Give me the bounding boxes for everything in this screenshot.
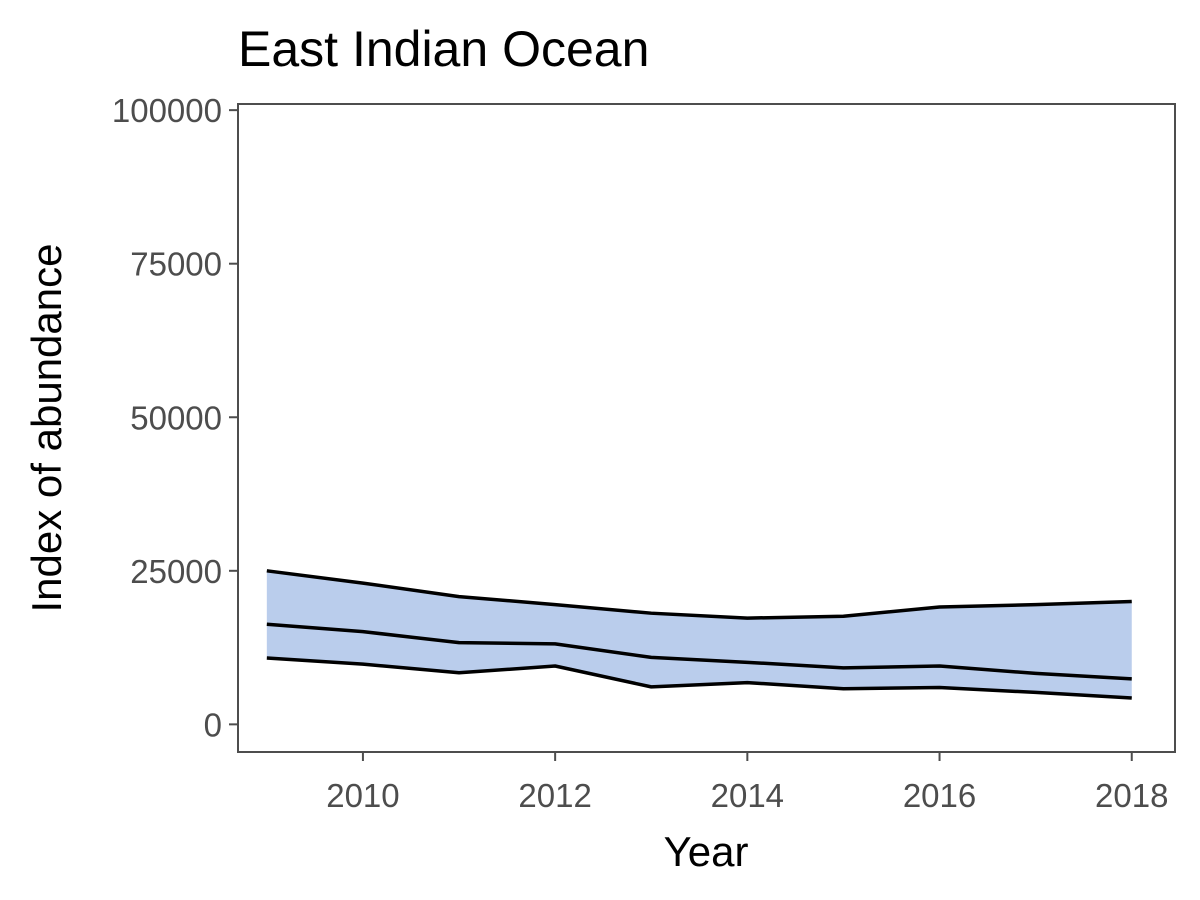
y-tick-label: 50000 <box>130 399 222 436</box>
x-axis: 2010 2012 2014 2016 2018 <box>326 752 1168 814</box>
chart-title: East Indian Ocean <box>238 21 649 77</box>
y-tick-label: 75000 <box>130 246 222 283</box>
y-axis-title: Index of abundance <box>23 244 70 613</box>
y-axis: 0 25000 50000 75000 100000 <box>112 92 238 743</box>
y-tick-label: 25000 <box>130 553 222 590</box>
x-axis-title: Year <box>664 828 749 875</box>
y-tick-label: 0 <box>204 706 222 743</box>
upper-bound-line <box>266 569 1132 620</box>
lower-bound-line <box>266 656 1132 700</box>
x-tick-label: 2016 <box>903 777 976 814</box>
plot-area <box>266 569 1132 700</box>
x-tick-label: 2012 <box>518 777 591 814</box>
y-tick-label: 100000 <box>112 92 222 129</box>
x-tick-label: 2014 <box>711 777 784 814</box>
panel-border <box>237 103 1176 753</box>
estimate-line <box>266 622 1132 681</box>
x-tick-label: 2010 <box>326 777 399 814</box>
x-tick-label: 2018 <box>1095 777 1168 814</box>
